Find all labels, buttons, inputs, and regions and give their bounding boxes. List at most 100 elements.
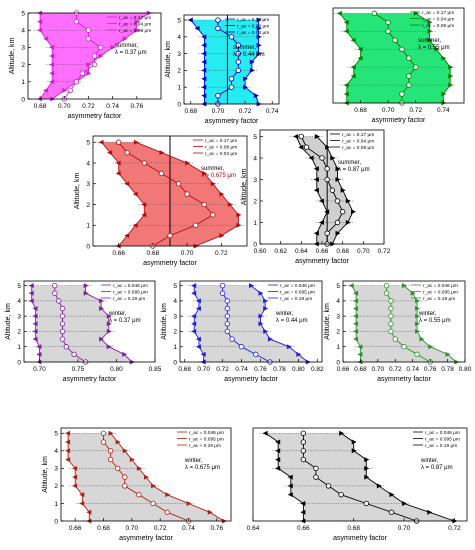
data-point xyxy=(287,474,293,480)
data-point xyxy=(267,336,273,342)
data-point xyxy=(235,67,241,74)
data-point xyxy=(343,91,349,97)
data-point xyxy=(65,457,71,463)
data-point xyxy=(413,64,419,70)
x-tick-label: 0.74 xyxy=(106,103,119,110)
y-tick-label: 3 xyxy=(21,45,25,52)
x-tick-label: 0.72 xyxy=(82,103,95,110)
data-point xyxy=(65,448,71,454)
y-tick-label: 4 xyxy=(86,160,90,167)
data-point xyxy=(106,344,112,350)
data-point xyxy=(159,150,165,156)
data-point xyxy=(72,465,78,471)
x-tick-label: 0.72 xyxy=(378,248,391,255)
legend-entry: r_ac = 0.17 μm xyxy=(342,132,374,138)
data-point xyxy=(300,448,307,454)
data-point xyxy=(353,328,359,334)
data-point xyxy=(319,198,324,204)
y-tick-label: 4 xyxy=(54,448,58,455)
x-tick-label: 0.75 xyxy=(72,366,85,373)
data-point xyxy=(389,492,395,498)
x-tick-label: 0.76 xyxy=(254,366,267,373)
data-point xyxy=(385,28,391,35)
data-point xyxy=(363,500,369,507)
data-point xyxy=(207,509,213,515)
data-point xyxy=(52,290,58,296)
envelope-area xyxy=(339,13,451,103)
chart-panel-5: 0.60 0.62 0.64 0.66 0.68 0.70 0.72 0 1 2 3 4 5 asymme… xyxy=(241,129,391,265)
data-point xyxy=(141,212,147,218)
data-point xyxy=(314,133,320,139)
data-point xyxy=(91,61,98,68)
y-tick-label: 5 xyxy=(21,10,25,17)
legend-entry: r_ac = 0.046 μm xyxy=(189,430,224,436)
legend-entry: r_ac = 0.06 μm xyxy=(422,23,454,29)
data-point xyxy=(36,351,42,357)
y-tick-label: 1 xyxy=(173,344,177,351)
data-point xyxy=(329,187,336,193)
y-tick-label: 0 xyxy=(253,241,257,248)
data-point xyxy=(100,430,107,436)
data-point xyxy=(428,344,434,350)
data-point xyxy=(124,149,130,156)
y-tick-label: 4 xyxy=(177,34,181,41)
data-point xyxy=(195,336,201,342)
data-point xyxy=(351,448,357,454)
x-tick-label: 0.70 xyxy=(382,107,395,114)
y-tick-label: 0 xyxy=(54,518,58,525)
data-point xyxy=(427,37,433,43)
data-point xyxy=(263,328,269,334)
data-point xyxy=(249,67,255,73)
data-point xyxy=(258,290,264,296)
data-point xyxy=(85,36,92,42)
legend-entry: r_ac = 0.04 μm xyxy=(237,30,269,36)
data-point xyxy=(253,351,259,358)
data-point xyxy=(371,10,378,17)
data-point xyxy=(364,465,370,471)
annotation-text: summer, xyxy=(233,45,256,51)
data-point xyxy=(427,19,433,25)
data-point xyxy=(124,181,130,187)
plot-frame xyxy=(332,7,465,104)
x-tick-label: 0.70 xyxy=(212,108,225,115)
plot-frame xyxy=(183,14,280,105)
annotation-text: λ = 0.55 μm xyxy=(418,45,450,51)
data-point xyxy=(298,133,305,140)
data-point xyxy=(258,321,264,327)
data-point xyxy=(228,34,235,40)
plot-frame xyxy=(252,427,468,522)
data-point xyxy=(73,18,80,25)
data-point xyxy=(339,430,345,436)
data-point xyxy=(63,344,70,350)
data-point xyxy=(228,76,235,82)
x-tick-label: 0.68 xyxy=(97,525,110,532)
data-point xyxy=(151,483,157,489)
data-point xyxy=(348,283,354,289)
data-point xyxy=(235,59,241,65)
data-point xyxy=(427,28,433,34)
x-tick-label: 0.64 xyxy=(247,525,260,532)
data-point xyxy=(43,87,49,93)
data-point xyxy=(300,430,307,436)
chart-panel-1: 0.68 0.70 0.72 0.74 0.76 0 1 2 3 4 5 asymmetry fact… xyxy=(9,10,162,120)
data-point xyxy=(186,500,192,506)
data-point xyxy=(59,321,66,327)
data-point xyxy=(224,328,231,335)
data-point xyxy=(219,290,226,296)
data-point xyxy=(335,166,341,172)
data-point xyxy=(187,17,193,23)
data-point xyxy=(201,67,207,73)
data-point xyxy=(191,321,197,327)
x-tick-label: 0.72 xyxy=(216,366,229,373)
data-point xyxy=(388,305,394,312)
x-tick-label: 0.68 xyxy=(336,248,349,255)
y-tick-label: 3 xyxy=(253,177,257,184)
data-point xyxy=(141,201,147,207)
x-tick-label: 0.76 xyxy=(424,366,437,373)
data-point xyxy=(83,283,89,289)
annotation-text: λ = 0.37 μm xyxy=(115,50,147,56)
data-point xyxy=(308,155,314,161)
data-point xyxy=(345,198,351,204)
data-point xyxy=(122,483,128,489)
data-point xyxy=(86,509,92,515)
